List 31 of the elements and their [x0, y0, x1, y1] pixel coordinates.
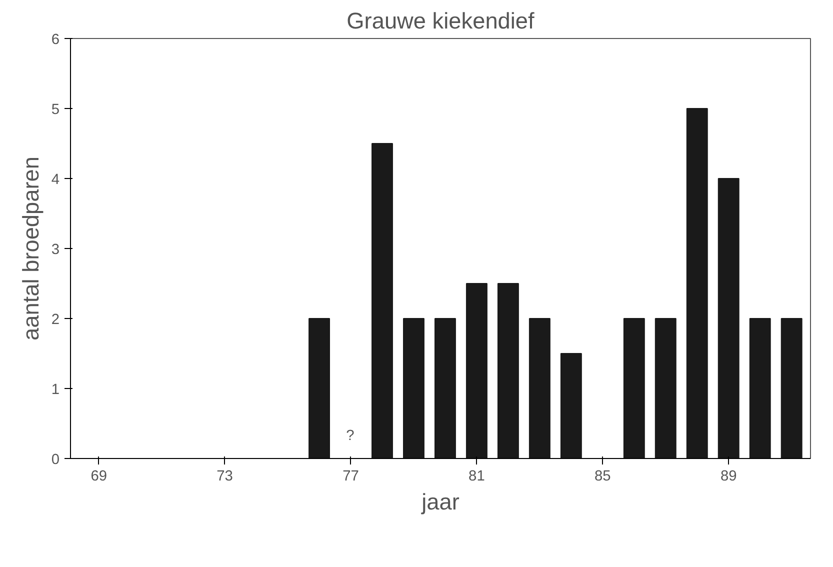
bar	[718, 178, 740, 458]
bar	[372, 143, 393, 458]
bar	[403, 318, 424, 458]
bar	[466, 283, 488, 458]
bar	[308, 318, 330, 458]
annotation: ?	[346, 428, 354, 444]
x-tick-label: 73	[216, 468, 233, 484]
x-tick-label: 69	[90, 468, 107, 484]
bar	[749, 318, 771, 458]
bar	[686, 108, 708, 458]
y-tick-label: 5	[51, 102, 60, 118]
chart-title: Grauwe kiekendief	[346, 8, 536, 34]
y-tick-label: 3	[51, 242, 60, 258]
bar	[434, 318, 456, 458]
bar	[560, 353, 582, 458]
y-tick-label: 1	[51, 382, 60, 398]
bar	[780, 318, 802, 458]
y-tick-label: 0	[51, 452, 60, 468]
x-tick-label: 77	[342, 468, 359, 484]
x-tick-label: 85	[594, 468, 611, 484]
bar	[497, 283, 519, 458]
x-tick-label: 81	[468, 468, 485, 484]
bar	[654, 318, 676, 458]
y-axis-title: aantal broedparen	[17, 156, 44, 340]
y-tick-label: 2	[51, 312, 60, 328]
y-tick-label: 4	[51, 172, 60, 188]
x-tick-label: 89	[720, 468, 737, 484]
x-axis-title: jaar	[420, 488, 460, 514]
bar	[528, 318, 550, 458]
y-tick-label: 6	[51, 32, 60, 48]
bar	[623, 318, 645, 458]
